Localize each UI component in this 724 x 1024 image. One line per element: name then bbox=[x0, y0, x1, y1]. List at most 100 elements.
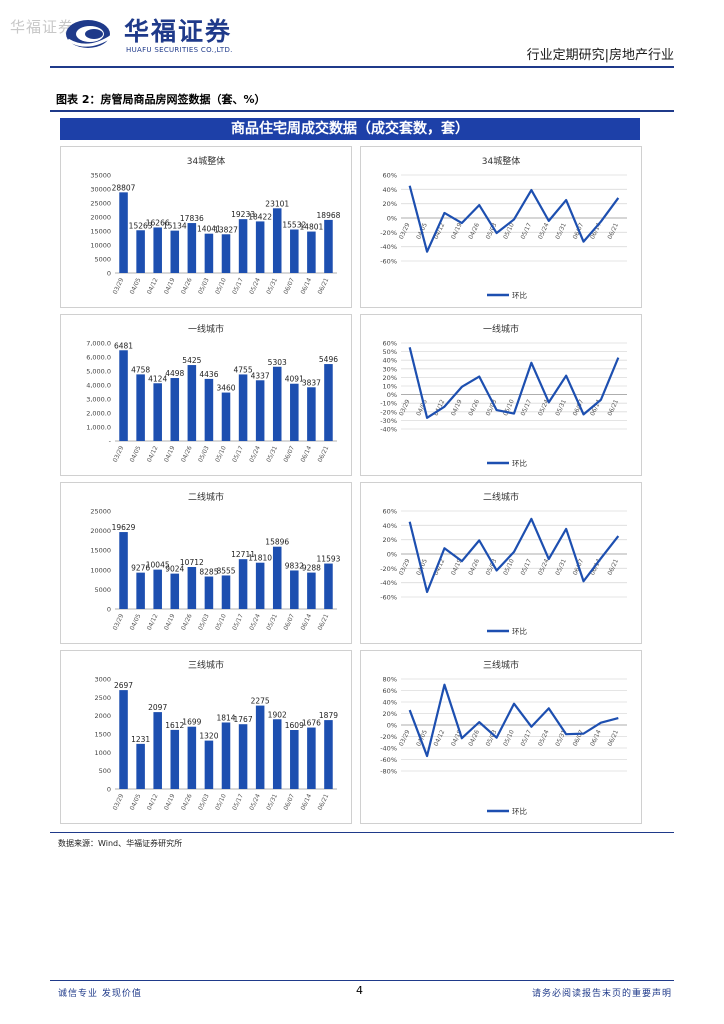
x-tick-label: 03/29 bbox=[398, 558, 412, 577]
bar bbox=[170, 573, 180, 609]
data-label: 13827 bbox=[214, 225, 238, 234]
data-label: 2275 bbox=[251, 697, 270, 706]
y-tick-label: -60% bbox=[380, 756, 397, 764]
logo-english-name: HUAFU SECURITIES CO.,LTD. bbox=[126, 46, 233, 54]
bar bbox=[204, 740, 214, 789]
y-tick-label: 0% bbox=[387, 722, 397, 730]
data-label: 1320 bbox=[199, 732, 218, 741]
figure-title-divider bbox=[50, 110, 674, 112]
bar bbox=[272, 366, 282, 441]
data-label: 10712 bbox=[180, 558, 204, 567]
bar bbox=[153, 712, 162, 789]
y-tick-label: - bbox=[109, 438, 112, 446]
chart-svg: 34城整体 0 5000 10000 15000 20000 25000 30000 35000… bbox=[90, 155, 340, 296]
x-tick-label: 06/21 bbox=[606, 558, 620, 577]
x-tick-label: 05/03 bbox=[197, 277, 211, 296]
bar bbox=[307, 572, 316, 609]
series-line bbox=[408, 517, 620, 594]
bar bbox=[272, 546, 282, 609]
y-tick-label: -40% bbox=[380, 243, 397, 251]
data-label: 2697 bbox=[114, 681, 133, 690]
data-label: 1612 bbox=[165, 721, 184, 730]
x-tick-label: 06/21 bbox=[317, 613, 331, 632]
x-tick-label: 04/19 bbox=[450, 222, 464, 241]
bar bbox=[136, 230, 145, 273]
x-tick-label: 05/03 bbox=[197, 793, 211, 812]
x-tick-label: 06/07 bbox=[282, 277, 296, 296]
y-tick-label: 15000 bbox=[90, 547, 111, 555]
footer-disclaimer: 请务必阅读报告末页的重要声明 bbox=[531, 989, 672, 999]
x-tick-label: 05/03 bbox=[197, 613, 211, 632]
y-tick-label: 25000 bbox=[90, 508, 111, 516]
bar bbox=[324, 364, 333, 441]
y-tick-label: 0 bbox=[107, 786, 111, 794]
bar bbox=[307, 231, 316, 273]
bar bbox=[136, 374, 145, 441]
data-label: 8555 bbox=[216, 566, 235, 575]
chart-banner: 商品住宅周成交数据（成交套数，套） bbox=[60, 118, 640, 140]
data-label: 6481 bbox=[114, 341, 133, 350]
chart-svg: 三线城市 -80% -60% -40% -20% 0% 20% 40% 60% 80% 03/29 0… bbox=[380, 659, 627, 816]
bar bbox=[136, 743, 145, 789]
data-label: 1879 bbox=[319, 711, 338, 720]
x-tick-label: 06/07 bbox=[282, 613, 296, 632]
data-label: 11593 bbox=[317, 555, 341, 564]
x-tick-label: 05/31 bbox=[265, 613, 279, 632]
data-label: 11810 bbox=[248, 554, 272, 563]
x-tick-label: 05/17 bbox=[520, 222, 534, 241]
y-tick-label: 30000 bbox=[90, 186, 111, 194]
y-tick-label: -80% bbox=[380, 768, 397, 776]
bar bbox=[119, 350, 128, 441]
x-tick-label: 05/24 bbox=[537, 729, 551, 748]
data-label: 4091 bbox=[285, 375, 304, 384]
x-tick-label: 05/31 bbox=[265, 277, 279, 296]
y-tick-label: -40% bbox=[380, 426, 397, 434]
x-tick-label: 04/26 bbox=[467, 558, 481, 577]
chart-panel-tier2-line: 二线城市 -60% -40% -20% 0% 20% 40% 60% 03/29 04/05 04/… bbox=[360, 482, 642, 644]
x-tick-label: 06/21 bbox=[317, 277, 331, 296]
bar bbox=[324, 720, 333, 789]
data-label: 1699 bbox=[182, 718, 201, 727]
data-label: 5303 bbox=[268, 358, 287, 367]
y-tick-label: 60% bbox=[383, 172, 397, 180]
bar bbox=[324, 219, 333, 273]
chart-title: 34城整体 bbox=[482, 155, 520, 167]
page-number: 4 bbox=[356, 984, 363, 997]
x-tick-label: 04/05 bbox=[129, 277, 143, 296]
data-label: 12711 bbox=[231, 550, 255, 559]
data-label: 15896 bbox=[265, 538, 289, 547]
y-tick-label: 15000 bbox=[90, 228, 111, 236]
footer-slogan: 诚信专业 发现价值 bbox=[58, 989, 142, 999]
source-divider bbox=[50, 832, 674, 833]
data-label: 4124 bbox=[148, 374, 167, 383]
bar bbox=[204, 378, 214, 441]
y-tick-label: 500 bbox=[99, 767, 111, 775]
x-tick-label: 06/07 bbox=[282, 793, 296, 812]
x-tick-label: 05/03 bbox=[197, 445, 211, 464]
bar bbox=[136, 572, 145, 609]
x-tick-label: 05/17 bbox=[520, 398, 534, 417]
y-tick-label: 25000 bbox=[90, 200, 111, 208]
x-tick-label: 05/10 bbox=[214, 445, 228, 464]
header-divider bbox=[50, 66, 674, 68]
bar bbox=[170, 378, 180, 441]
x-tick-label: 04/12 bbox=[146, 613, 160, 632]
x-tick-label: 06/14 bbox=[300, 613, 314, 632]
y-tick-label: 40% bbox=[383, 357, 397, 365]
x-tick-label: 05/10 bbox=[502, 558, 516, 577]
bar bbox=[221, 722, 231, 789]
x-tick-label: 05/17 bbox=[520, 729, 534, 748]
y-tick-label: 60% bbox=[383, 687, 397, 695]
x-tick-label: 05/24 bbox=[248, 445, 262, 464]
data-label: 1814 bbox=[216, 713, 235, 722]
y-tick-label: 80% bbox=[383, 676, 397, 684]
x-tick-label: 05/10 bbox=[502, 729, 516, 748]
y-tick-label: -40% bbox=[380, 745, 397, 753]
x-tick-label: 05/24 bbox=[248, 277, 262, 296]
y-tick-label: -20% bbox=[380, 565, 397, 573]
bar bbox=[255, 705, 265, 789]
x-tick-label: 05/31 bbox=[554, 398, 568, 417]
data-label: 1231 bbox=[131, 735, 150, 744]
logo-chinese-name: 华福证券 bbox=[124, 17, 233, 46]
chart-title: 一线城市 bbox=[188, 323, 224, 335]
